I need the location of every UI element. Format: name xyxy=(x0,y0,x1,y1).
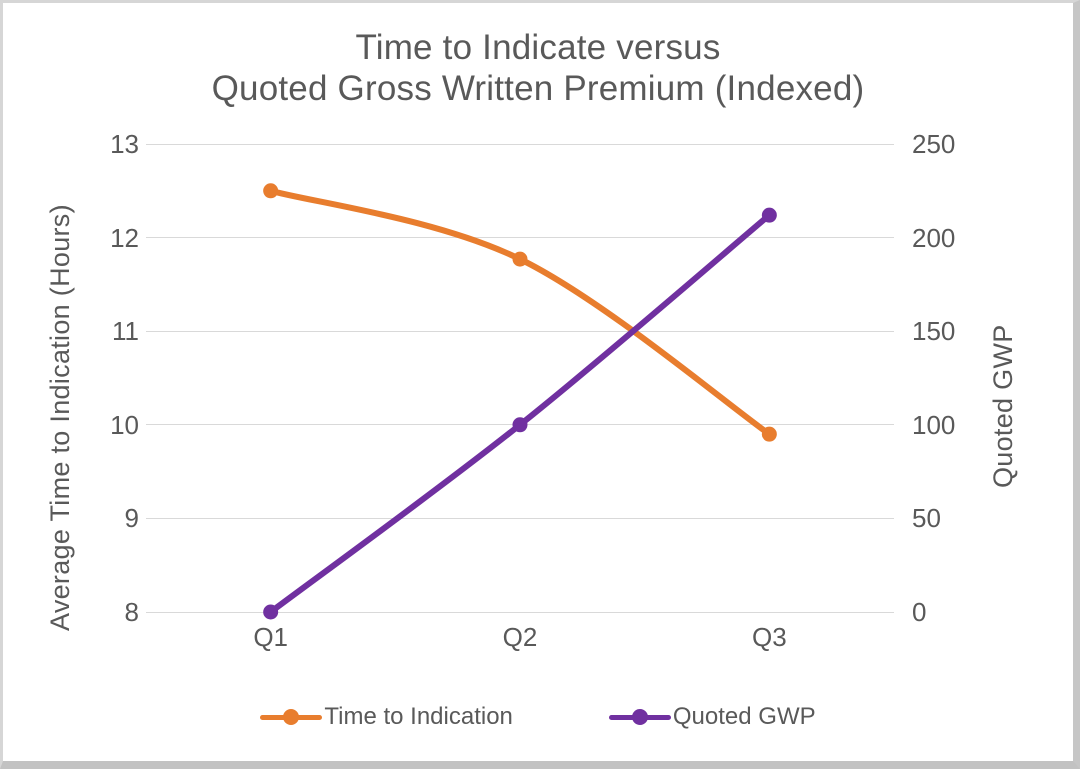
legend-label-time-to-indication: Time to Indication xyxy=(324,703,513,730)
chart-title: Time to Indicate versus Quoted Gross Wri… xyxy=(3,27,1073,109)
chart-title-line-2: Quoted Gross Written Premium (Indexed) xyxy=(211,69,865,108)
gridline xyxy=(146,517,894,519)
right-axis-tick-label: 0 xyxy=(912,597,927,627)
series-line-time-to-indication xyxy=(267,187,773,438)
right-axis-tick-label: 100 xyxy=(912,409,956,440)
right-axis-tick-label: 150 xyxy=(912,316,956,347)
gridline xyxy=(146,237,894,239)
data-point-marker xyxy=(761,426,777,442)
gridline xyxy=(146,143,894,145)
legend-label-quoted-gwp: Quoted GWP xyxy=(672,703,816,730)
right-axis-tick-label: 200 xyxy=(912,222,956,253)
series-layer xyxy=(263,183,777,620)
x-axis-tick-label: Q3 xyxy=(751,622,787,652)
legend-dot-swatch xyxy=(283,709,300,725)
x-axis-tick-label: Q1 xyxy=(253,622,288,652)
gridline xyxy=(146,330,894,332)
left-axis-tick-label: 13 xyxy=(110,129,139,159)
right-axis-tick-label: 50 xyxy=(912,503,941,534)
legend: Time to Indication Quoted GWP xyxy=(3,703,1073,731)
time-to-indication-legend-marker-icon xyxy=(260,709,323,725)
right-axis-tick-label: 250 xyxy=(912,129,956,159)
left-axis-tick-label: 11 xyxy=(112,316,139,347)
left-axis-tick-label: 12 xyxy=(110,222,139,253)
left-axis-tick-label: 10 xyxy=(110,409,139,440)
quoted-gwp-legend-marker-icon xyxy=(608,709,671,725)
x-axis-tick-label: Q2 xyxy=(502,622,538,652)
chart-title-line-1: Time to Indicate versus xyxy=(355,28,721,67)
legend-item-quoted-gwp: Quoted GWP xyxy=(608,703,816,731)
data-point-marker xyxy=(512,417,528,433)
left-axis-tick-label: 9 xyxy=(124,503,139,534)
series-line-quoted-gwp xyxy=(267,212,773,615)
data-point-marker xyxy=(512,251,528,267)
gridline xyxy=(146,611,894,613)
data-point-marker xyxy=(761,207,777,223)
legend-dot-swatch xyxy=(631,709,648,725)
data-point-marker xyxy=(263,604,279,620)
legend-item-time-to-indication: Time to Indication xyxy=(260,703,513,731)
left-axis-tick-label: 8 xyxy=(124,597,139,627)
data-point-marker xyxy=(263,183,279,199)
